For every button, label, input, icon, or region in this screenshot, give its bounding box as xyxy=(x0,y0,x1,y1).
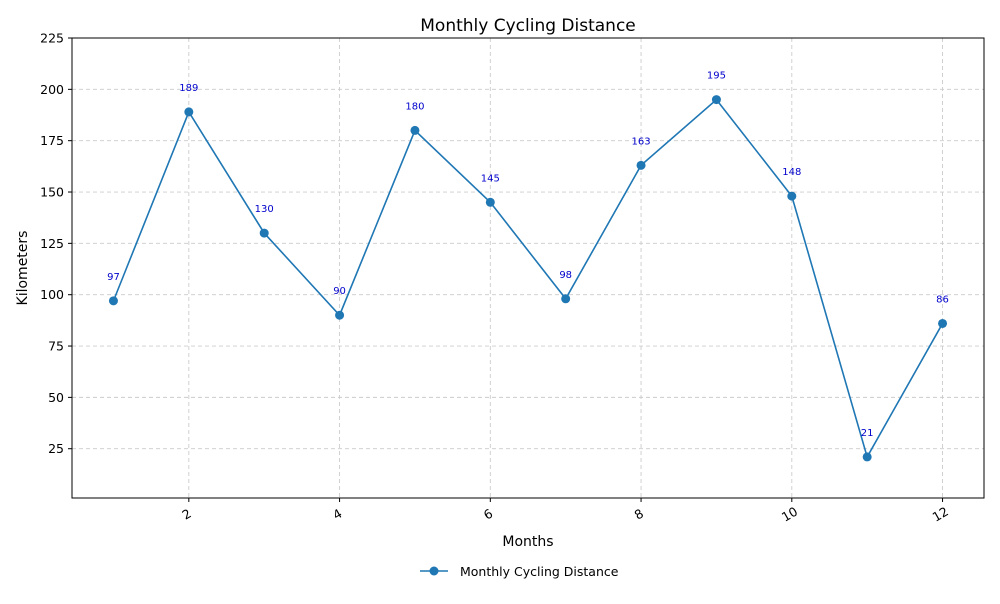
data-label: 145 xyxy=(481,173,500,184)
x-tick-label: 8 xyxy=(632,506,646,523)
data-label: 180 xyxy=(405,101,424,112)
x-tick-label: 2 xyxy=(179,506,193,523)
y-tick-label: 175 xyxy=(40,133,64,148)
series-line xyxy=(112,98,944,459)
data-point xyxy=(787,191,797,201)
data-label: 90 xyxy=(333,286,346,297)
data-label: 163 xyxy=(632,136,651,147)
data-point xyxy=(184,107,194,117)
plot-frame xyxy=(71,37,985,499)
data-label: 98 xyxy=(559,270,572,281)
data-point xyxy=(335,310,345,320)
data-point xyxy=(410,125,420,135)
data-point xyxy=(108,296,118,306)
data-point xyxy=(862,452,872,462)
data-label: 148 xyxy=(782,167,801,178)
data-point xyxy=(485,197,495,207)
data-label: 86 xyxy=(936,294,949,305)
y-tick-label: 125 xyxy=(40,236,64,251)
data-label: 21 xyxy=(861,428,874,439)
series-layer xyxy=(108,95,948,462)
y-tick-label: 225 xyxy=(40,31,64,46)
axes: 25 50 75 100 125 150 175 200 225 2 4 6 8 10 12 xyxy=(40,31,985,525)
x-tick-label: 10 xyxy=(779,504,800,525)
chart-title: Monthly Cycling Distance xyxy=(420,16,636,36)
y-tick-label: 25 xyxy=(48,441,64,456)
x-tick-label: 12 xyxy=(930,504,951,525)
data-point xyxy=(561,294,571,304)
x-axis-label: Months xyxy=(502,534,553,550)
x-tick-label: 6 xyxy=(481,506,495,523)
y-tick-label: 100 xyxy=(40,287,64,302)
x-tick-label: 4 xyxy=(330,506,344,523)
y-tick-label: 150 xyxy=(40,185,64,200)
legend-entry-label: Monthly Cycling Distance xyxy=(460,564,619,579)
data-point xyxy=(711,95,721,105)
data-point xyxy=(259,228,269,238)
grid-lines xyxy=(72,37,984,498)
data-label: 97 xyxy=(107,272,120,283)
data-label: 195 xyxy=(707,71,726,82)
data-point xyxy=(938,318,948,328)
legend-point-marker xyxy=(429,566,439,576)
data-label: 130 xyxy=(255,204,274,215)
y-tick-label: 200 xyxy=(40,82,64,97)
y-tick-label: 50 xyxy=(48,390,64,405)
data-point xyxy=(636,160,646,170)
data-label: 189 xyxy=(179,83,198,94)
legend: Monthly Cycling Distance xyxy=(420,564,619,579)
data-labels: 97 189 130 90 180 145 98 163 195 148 21 86 xyxy=(107,71,949,439)
y-tick-label: 75 xyxy=(48,339,64,354)
y-axis-label: Kilometers xyxy=(15,231,31,306)
